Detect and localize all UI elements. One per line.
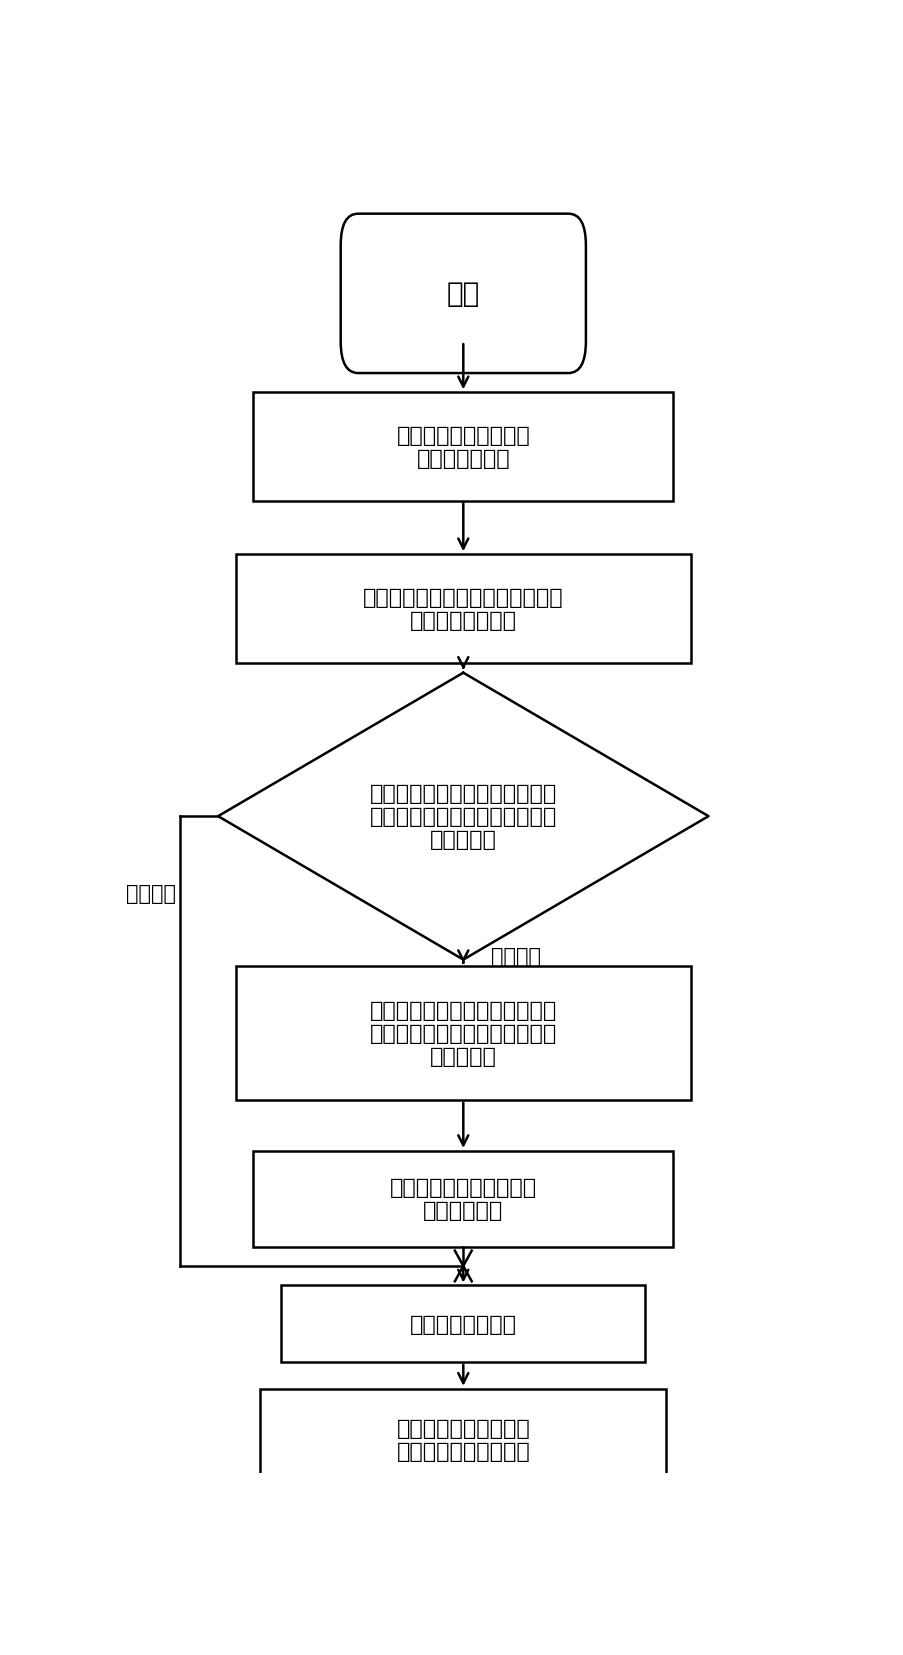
- Text: 将矩阵算法的故障区段定位结果
拆分作为二进制粒子群算法的部
分初始解群: 将矩阵算法的故障区段定位结果 拆分作为二进制粒子群算法的部 分初始解群: [369, 1000, 556, 1066]
- Bar: [260, 1389, 666, 1491]
- FancyBboxPatch shape: [340, 215, 585, 374]
- Text: 主站根据故障信息，应用矩阵算法
完成故障区段定位: 主站根据故障信息，应用矩阵算法 完成故障区段定位: [363, 588, 563, 631]
- Bar: [253, 1152, 673, 1246]
- Text: 应用粒子群算法再次进行
故障区段定位: 应用粒子群算法再次进行 故障区段定位: [389, 1177, 536, 1220]
- Text: 主站搜集齐各馈线开关
上报的故障信息: 主站搜集齐各馈线开关 上报的故障信息: [396, 425, 529, 468]
- Text: 由矩阵算法的故障区段定位结果
判断配电网的故障是单一故障还
是多重故障: 由矩阵算法的故障区段定位结果 判断配电网的故障是单一故障还 是多重故障: [369, 783, 556, 849]
- Bar: [236, 967, 690, 1101]
- Bar: [236, 554, 690, 664]
- Bar: [253, 392, 673, 501]
- Text: 多重故障: 多重故障: [491, 947, 541, 967]
- Text: 开始: 开始: [446, 280, 479, 308]
- Text: 主站向故障区段两侧的
馈线开关发送分闸命令: 主站向故障区段两侧的 馈线开关发送分闸命令: [396, 1418, 529, 1461]
- Text: 完成故障区段定位: 完成故障区段定位: [409, 1314, 517, 1334]
- Text: 单一故障: 单一故障: [126, 884, 176, 904]
- Bar: [281, 1286, 645, 1362]
